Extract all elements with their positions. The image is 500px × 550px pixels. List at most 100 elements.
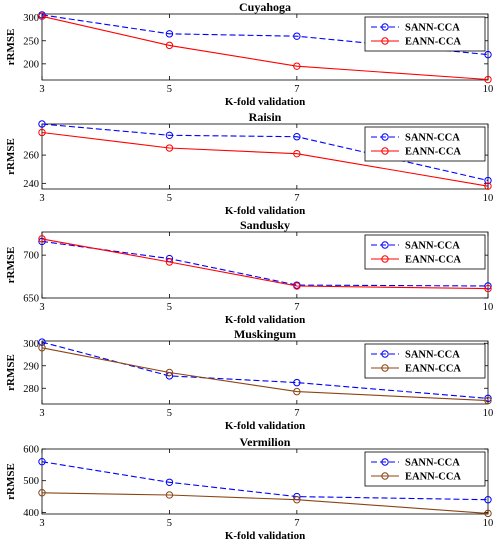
data-point <box>38 489 46 497</box>
data-point <box>293 133 301 141</box>
data-point <box>293 378 301 387</box>
data-point <box>484 396 492 405</box>
data-point <box>293 149 301 158</box>
plot-frame <box>41 340 489 405</box>
legend-marker <box>381 23 389 31</box>
x-tick-label: 5 <box>167 193 172 204</box>
legend-marker <box>381 37 389 45</box>
data-point <box>293 282 301 290</box>
x-axis-label: K-fold validation <box>225 420 305 432</box>
data-point <box>165 41 174 50</box>
data-point <box>484 182 492 190</box>
legend-label: SANN-CCA <box>405 23 460 34</box>
legend-marker <box>381 255 389 263</box>
y-tick-label: 600 <box>23 445 39 456</box>
x-tick-label: 5 <box>167 408 172 419</box>
y-tick-label: 650 <box>23 294 39 305</box>
x-tick-label: 3 <box>39 193 44 204</box>
plot-frame <box>41 13 489 81</box>
legend-marker <box>381 241 389 249</box>
data-point <box>293 496 301 504</box>
data-point <box>484 284 492 293</box>
x-tick-label: 10 <box>483 518 494 529</box>
data-point <box>484 496 492 504</box>
data-point <box>484 176 492 185</box>
data-point <box>38 237 46 246</box>
legend-label: SANN-CCA <box>405 458 460 469</box>
legend-box <box>364 451 486 487</box>
y-tick-label: 300 <box>23 13 39 24</box>
x-tick-label: 10 <box>483 408 494 419</box>
y-tick-label: 700 <box>23 251 39 262</box>
data-point <box>484 509 492 518</box>
x-tick-label: 3 <box>39 518 44 529</box>
chart-title: Cuyahoga <box>239 0 291 14</box>
data-point <box>165 491 174 499</box>
chart-title: Sandusky <box>240 218 290 232</box>
plot-frame <box>41 123 489 190</box>
data-point <box>38 338 46 346</box>
data-point <box>165 131 174 140</box>
y-axis-label: rRMSE <box>5 138 17 175</box>
x-axis-label: K-fold validation <box>225 314 305 326</box>
legend-marker <box>381 350 389 358</box>
legend-label: EANN-CCA <box>405 472 461 483</box>
x-tick-label: 10 <box>483 193 494 204</box>
data-point <box>38 235 46 243</box>
data-point <box>38 120 46 128</box>
legend-box <box>364 343 486 379</box>
data-point <box>38 344 46 352</box>
data-point <box>38 457 46 466</box>
y-tick-label: 200 <box>23 59 39 70</box>
x-axis-label: K-fold validation <box>225 530 305 542</box>
data-point <box>484 282 492 290</box>
y-tick-label: 280 <box>23 384 39 395</box>
data-point <box>293 32 301 40</box>
legend-marker <box>381 133 389 141</box>
x-tick-label: 7 <box>294 518 299 529</box>
x-tick-label: 3 <box>39 408 44 419</box>
data-point <box>484 75 492 84</box>
data-point <box>484 50 492 59</box>
x-tick-label: 7 <box>294 408 299 419</box>
x-tick-label: 7 <box>294 84 299 95</box>
y-axis-label: rRMSE <box>5 463 17 500</box>
legend-label: SANN-CCA <box>405 241 460 252</box>
legend-label: EANN-CCA <box>405 364 461 375</box>
x-tick-label: 5 <box>167 518 172 529</box>
y-axis-label: rRMSE <box>5 29 17 66</box>
y-tick-label: 300 <box>23 339 39 350</box>
chart-title: Vermilion <box>240 435 291 449</box>
data-point <box>293 62 301 70</box>
data-point <box>293 387 301 396</box>
y-tick-label: 290 <box>23 361 39 372</box>
y-tick-label: 240 <box>23 179 39 190</box>
legend-label: EANN-CCA <box>405 147 461 158</box>
x-tick-label: 7 <box>294 302 299 313</box>
data-point <box>38 128 46 137</box>
plot-frame <box>41 231 489 299</box>
y-axis-label: rRMSE <box>5 247 17 284</box>
data-point <box>38 12 46 21</box>
y-tick-label: 250 <box>23 36 39 47</box>
chart-title: Raisin <box>249 110 282 124</box>
legend-label: EANN-CCA <box>405 37 461 48</box>
legend-label: SANN-CCA <box>405 133 460 144</box>
series-line-eann-cca <box>41 238 489 290</box>
legend-box <box>364 126 486 162</box>
x-tick-label: 10 <box>483 84 494 95</box>
data-point <box>165 30 174 38</box>
series-line-eann-cca <box>41 15 489 81</box>
series-line-sann-cca <box>41 461 489 501</box>
x-tick-label: 3 <box>39 84 44 95</box>
data-point <box>165 478 174 486</box>
y-tick-label: 260 <box>23 151 39 162</box>
series-line-eann-cca <box>41 492 489 514</box>
legend-marker <box>381 147 389 155</box>
legend-box <box>364 234 486 270</box>
series-line-eann-cca <box>41 347 489 402</box>
x-tick-label: 3 <box>39 302 44 313</box>
x-axis-label: K-fold validation <box>225 205 305 217</box>
series-line-sann-cca <box>41 341 489 399</box>
